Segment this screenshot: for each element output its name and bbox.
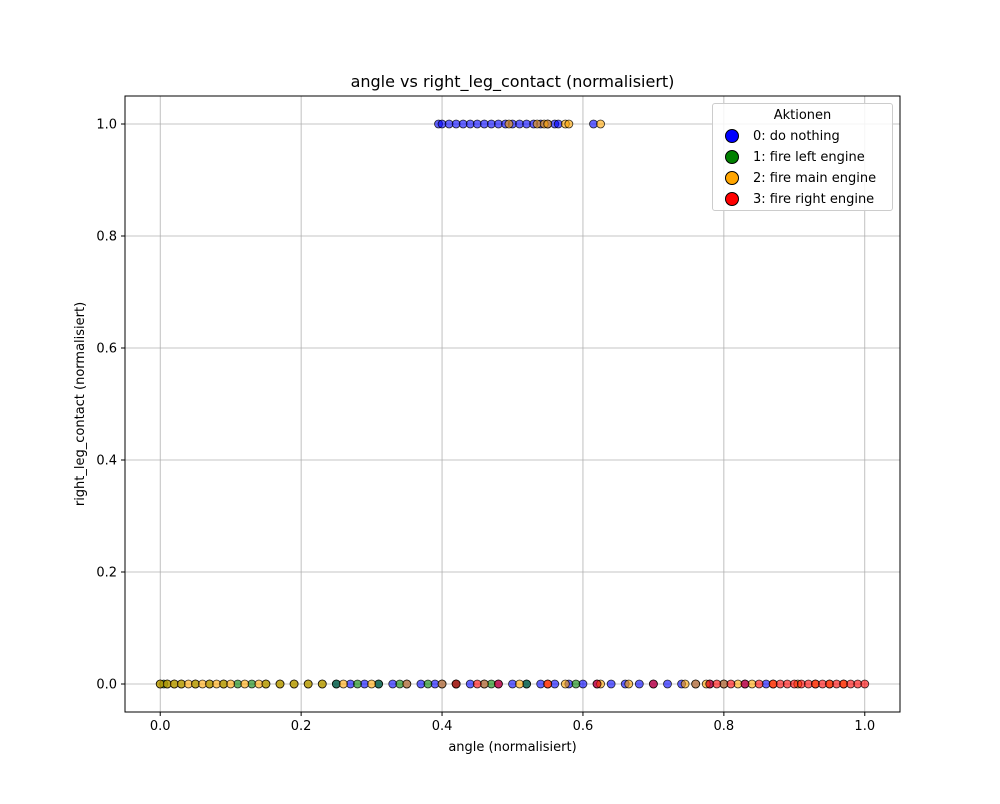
- data-point: [691, 679, 701, 689]
- data-point: [275, 679, 285, 689]
- data-point: [494, 679, 503, 689]
- y-tick-label: 0.6: [96, 342, 117, 357]
- data-point: [712, 679, 722, 689]
- data-point: [402, 679, 412, 689]
- data-point: [726, 679, 736, 689]
- legend-marker: [725, 171, 739, 185]
- legend-marker: [725, 192, 739, 206]
- data-point: [606, 679, 616, 689]
- data-point: [680, 679, 690, 689]
- legend-item-fire-right-engine: 3: fire right engine: [725, 189, 874, 209]
- data-point: [624, 679, 634, 689]
- data-point: [504, 119, 514, 129]
- data-point: [543, 679, 553, 689]
- y-tick-label: 0.0: [96, 678, 117, 693]
- legend-label: 2: fire main engine: [753, 170, 877, 186]
- legend-item-do-nothing: 0: do nothing: [725, 126, 840, 146]
- data-point: [261, 679, 271, 689]
- data-point: [649, 679, 658, 689]
- data-point: [634, 679, 644, 689]
- legend-item-fire-left-engine: 1: fire left engine: [725, 147, 865, 167]
- data-point: [592, 679, 602, 689]
- data-point: [437, 679, 447, 689]
- data-point: [560, 679, 570, 689]
- data-point: [367, 679, 376, 689]
- data-point: [564, 119, 574, 129]
- data-point: [353, 679, 362, 689]
- data-point: [740, 679, 750, 689]
- data-point: [515, 679, 524, 689]
- y-tick-label: 1.0: [96, 118, 117, 133]
- legend-title: Aktionen: [773, 108, 832, 123]
- chart-title: angle vs right_leg_contact (normalisiert…: [351, 72, 675, 92]
- data-point: [289, 679, 299, 689]
- legend-item-fire-main-engine: 2: fire main engine: [725, 168, 876, 188]
- data-point: [754, 679, 764, 689]
- data-point: [423, 679, 433, 689]
- x-tick-label: 0.6: [573, 719, 594, 734]
- data-point: [226, 679, 236, 689]
- data-point: [596, 119, 605, 129]
- data-point: [339, 679, 348, 689]
- x-tick-label: 0.0: [150, 719, 171, 734]
- data-points: [155, 119, 870, 689]
- x-tick-label: 0.8: [714, 719, 735, 734]
- data-point: [571, 679, 581, 689]
- legend: Aktionen 0: do nothing 1: fire left engi…: [712, 103, 893, 211]
- y-tick-label: 0.2: [96, 566, 117, 581]
- legend-label: 3: fire right engine: [753, 191, 875, 207]
- x-tick-label: 0.2: [291, 719, 312, 734]
- legend-marker: [725, 129, 739, 143]
- x-tick-label: 0.4: [432, 719, 453, 734]
- legend-marker: [725, 150, 739, 164]
- data-point: [543, 119, 553, 129]
- y-axis-label: right_leg_contact (normalisiert): [73, 302, 88, 506]
- data-point: [860, 679, 870, 689]
- ticks: 0.0 0.2 0.4 0.6 0.8 1.0 0.0 0.2 0.4 0.6 0.8 1.0: [96, 118, 875, 735]
- data-point: [663, 679, 672, 689]
- axes-frame: [124, 95, 901, 713]
- y-tick-label: 0.8: [96, 230, 117, 245]
- y-tick-label: 0.4: [96, 454, 117, 469]
- data-point: [317, 679, 327, 689]
- legend-label: 0: do nothing: [753, 128, 840, 144]
- data-point: [472, 679, 482, 689]
- data-point: [240, 679, 250, 689]
- legend-label: 1: fire left engine: [753, 149, 865, 165]
- data-point: [303, 679, 313, 689]
- x-axis-label: angle (normalisiert): [448, 740, 576, 755]
- x-tick-label: 1.0: [854, 719, 875, 734]
- data-point: [451, 679, 461, 689]
